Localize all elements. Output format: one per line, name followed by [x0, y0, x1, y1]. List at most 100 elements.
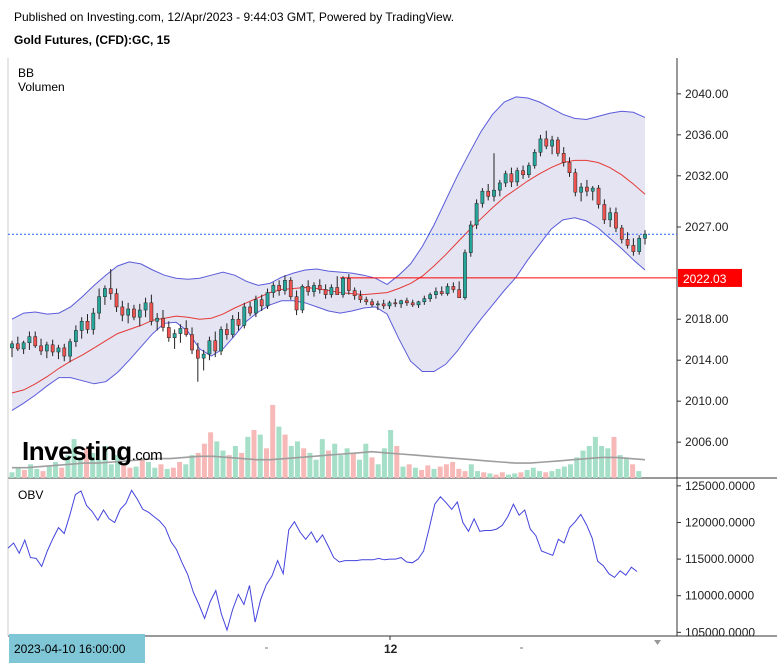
candle-body	[172, 333, 177, 338]
volume-bar	[170, 467, 176, 478]
candle-body	[387, 302, 392, 307]
volume-bar	[146, 462, 151, 478]
candle-body	[166, 327, 171, 338]
volume-bar	[127, 467, 133, 478]
price-tick-label: 2040.00	[685, 87, 729, 101]
candle	[27, 331, 32, 350]
candle	[428, 292, 432, 302]
candle-body	[184, 328, 189, 335]
volume-bar	[21, 470, 27, 478]
volume-bar	[431, 468, 437, 478]
candle-body	[300, 286, 305, 311]
candle	[259, 294, 264, 312]
candle	[434, 287, 438, 299]
candle-body	[271, 285, 276, 293]
volume-bar	[139, 458, 145, 478]
candle	[370, 298, 374, 307]
candle-body	[242, 306, 247, 326]
candle-body	[509, 173, 514, 183]
volume-bar	[363, 443, 369, 478]
candle-body	[74, 330, 78, 343]
candle-body	[213, 340, 218, 352]
candle-body	[625, 239, 630, 246]
volume-bar	[357, 459, 362, 478]
price-tick-label: 2006.00	[685, 435, 729, 449]
candle	[619, 224, 624, 244]
candle	[492, 153, 496, 202]
candle	[341, 276, 345, 298]
candle-body	[126, 308, 130, 316]
candle-body	[550, 139, 554, 147]
candle	[637, 235, 642, 255]
candle	[126, 302, 130, 324]
volume-bar	[375, 464, 381, 478]
time-marker	[654, 640, 661, 645]
candle-body	[596, 187, 601, 205]
candle-body	[416, 301, 421, 306]
candle	[521, 165, 525, 179]
candle	[271, 282, 276, 298]
candle	[15, 336, 20, 351]
bb-area	[12, 96, 645, 411]
volume-bar	[158, 464, 164, 478]
volume-bar	[71, 439, 77, 478]
candle-body	[312, 285, 316, 292]
candle-body	[486, 190, 491, 197]
candle	[422, 295, 427, 305]
candle	[207, 336, 212, 361]
candle-body	[463, 252, 467, 298]
volume-bar	[257, 434, 263, 478]
candle	[561, 147, 566, 167]
volume-bar	[443, 464, 449, 478]
volume-bar	[59, 467, 65, 478]
volume-bar	[344, 448, 350, 478]
candle	[85, 314, 90, 334]
candle-body	[85, 321, 90, 330]
candle	[312, 282, 316, 297]
candle	[21, 340, 26, 355]
volume-bar	[77, 457, 83, 478]
candle-body	[399, 300, 403, 305]
candle	[172, 329, 177, 349]
volume-bar	[555, 468, 561, 478]
candle-body	[230, 318, 235, 335]
volume-bar	[412, 467, 418, 478]
candle	[381, 299, 386, 309]
volume-label: Volumen	[18, 80, 65, 94]
candle-body	[474, 203, 479, 226]
candle	[277, 280, 281, 296]
candle-body	[155, 317, 160, 322]
price-tick-label: 2010.00	[685, 394, 729, 408]
volume-ma-line	[12, 450, 646, 469]
candle	[376, 300, 380, 310]
candle	[242, 302, 247, 329]
candle-body	[410, 302, 415, 306]
volume-bar	[468, 464, 474, 478]
candle	[532, 149, 537, 169]
candle	[120, 300, 125, 322]
candle	[306, 280, 311, 296]
candle-body	[39, 345, 43, 352]
candle	[457, 281, 462, 298]
volume-bar	[475, 471, 480, 478]
candle-body	[527, 165, 531, 176]
candle-body	[346, 277, 351, 291]
candle-body	[190, 334, 194, 351]
candle-body	[567, 162, 572, 173]
volume-bar	[28, 464, 34, 478]
volume-bar	[307, 452, 313, 478]
volume-bar	[201, 443, 207, 478]
volume-bar	[96, 459, 102, 478]
candle-body	[619, 227, 624, 240]
candle-body	[521, 170, 525, 176]
volume-bar	[164, 468, 170, 478]
obv-tick-label: 105000.0000	[685, 625, 755, 639]
candle-body	[497, 182, 502, 191]
candle	[225, 323, 229, 340]
candle	[166, 321, 171, 342]
volume-bar	[487, 473, 493, 478]
candle-body	[637, 238, 642, 252]
volume-bar	[282, 434, 288, 478]
volume-bar	[543, 472, 549, 478]
